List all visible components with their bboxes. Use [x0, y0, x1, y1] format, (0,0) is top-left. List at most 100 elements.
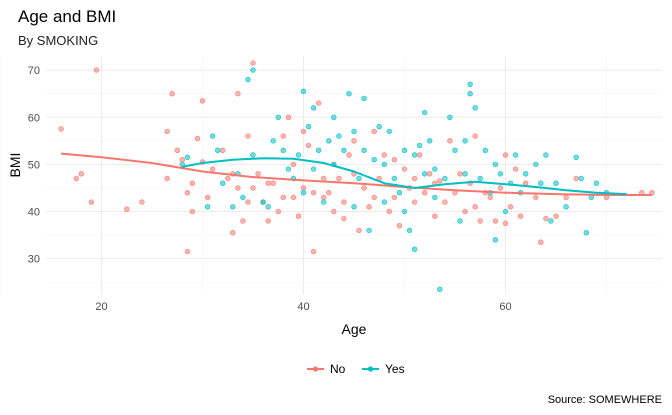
point-yes	[553, 180, 559, 186]
point-no	[321, 194, 327, 201]
y-tick-labels: 30 40 50 60 70	[28, 65, 40, 266]
point-no	[78, 171, 85, 177]
point-yes	[250, 152, 256, 158]
point-no	[93, 67, 100, 73]
point-no	[73, 175, 80, 182]
point-yes	[331, 114, 337, 121]
point-no	[497, 185, 504, 191]
point-no	[300, 185, 307, 191]
point-no	[341, 215, 347, 222]
point-no	[487, 194, 493, 201]
point-no	[250, 60, 256, 66]
point-no	[310, 190, 317, 196]
point-no	[477, 218, 483, 224]
point-no	[245, 133, 251, 139]
point-yes	[310, 105, 317, 111]
point-yes	[220, 180, 226, 186]
point-no	[416, 152, 423, 158]
chart-title: Age and BMI	[18, 7, 116, 26]
point-no	[386, 208, 392, 215]
point-no	[235, 185, 241, 191]
point-yes	[275, 114, 281, 121]
point-yes	[316, 147, 322, 154]
legend: No Yes	[307, 362, 405, 376]
point-yes	[502, 208, 509, 215]
point-no	[184, 248, 191, 255]
point-yes	[497, 171, 504, 177]
point-yes	[477, 175, 483, 182]
point-no	[290, 194, 297, 201]
smooth-line-yes	[182, 157, 627, 196]
point-yes	[432, 166, 438, 172]
y-tick-label: 30	[28, 254, 40, 266]
point-yes	[280, 147, 286, 154]
point-no	[366, 204, 372, 210]
chart-caption: Source: SOMEWHERE	[548, 394, 662, 406]
point-yes	[396, 190, 403, 196]
legend-key-point-yes	[367, 366, 374, 372]
point-yes	[391, 175, 398, 182]
point-yes	[543, 152, 549, 158]
point-no	[290, 161, 297, 168]
point-no	[457, 171, 463, 177]
point-no	[432, 213, 438, 219]
point-no	[351, 138, 357, 144]
point-yes	[381, 199, 387, 205]
point-no	[321, 175, 327, 182]
point-yes	[245, 76, 251, 83]
point-yes	[467, 81, 473, 88]
point-no	[437, 178, 443, 184]
point-yes	[381, 161, 387, 168]
point-no	[502, 220, 509, 227]
point-no	[245, 199, 251, 205]
point-yes	[265, 204, 271, 210]
point-yes	[437, 286, 443, 292]
point-yes	[563, 204, 569, 210]
y-axis-title: BMI	[7, 153, 23, 178]
y-tick-label: 60	[28, 112, 40, 124]
point-yes	[295, 152, 302, 158]
point-yes	[250, 67, 256, 73]
point-yes	[366, 227, 372, 234]
point-no	[517, 213, 524, 219]
point-yes	[472, 105, 478, 111]
point-no	[270, 180, 276, 186]
point-no	[189, 180, 196, 186]
point-yes	[422, 171, 428, 177]
y-tick-label: 50	[28, 159, 40, 171]
point-no	[502, 152, 509, 158]
point-no	[512, 166, 519, 172]
point-no	[199, 98, 206, 104]
y-tick-label: 70	[28, 65, 40, 77]
point-no	[492, 218, 499, 224]
point-no	[209, 166, 216, 172]
point-no	[371, 128, 377, 135]
point-no	[58, 126, 64, 132]
point-no	[381, 152, 387, 158]
point-yes	[457, 218, 463, 224]
point-yes	[341, 147, 347, 154]
point-no	[300, 128, 307, 135]
point-yes	[184, 154, 191, 161]
point-no	[255, 171, 261, 177]
point-no	[240, 218, 246, 224]
point-no	[184, 190, 191, 196]
point-no	[396, 223, 403, 229]
point-no	[305, 142, 312, 149]
point-yes	[310, 166, 317, 172]
point-no	[401, 166, 408, 172]
point-no	[220, 147, 226, 154]
point-no	[285, 114, 292, 121]
point-no	[265, 218, 271, 224]
point-no	[411, 199, 418, 205]
point-no	[346, 152, 352, 158]
point-yes	[230, 204, 236, 210]
point-no	[164, 128, 170, 135]
point-no	[472, 204, 478, 210]
point-no	[88, 199, 95, 205]
point-yes	[538, 180, 544, 186]
point-yes	[578, 175, 584, 182]
point-no	[563, 194, 569, 201]
point-no	[356, 227, 362, 234]
x-axis-title: Age	[342, 321, 367, 337]
